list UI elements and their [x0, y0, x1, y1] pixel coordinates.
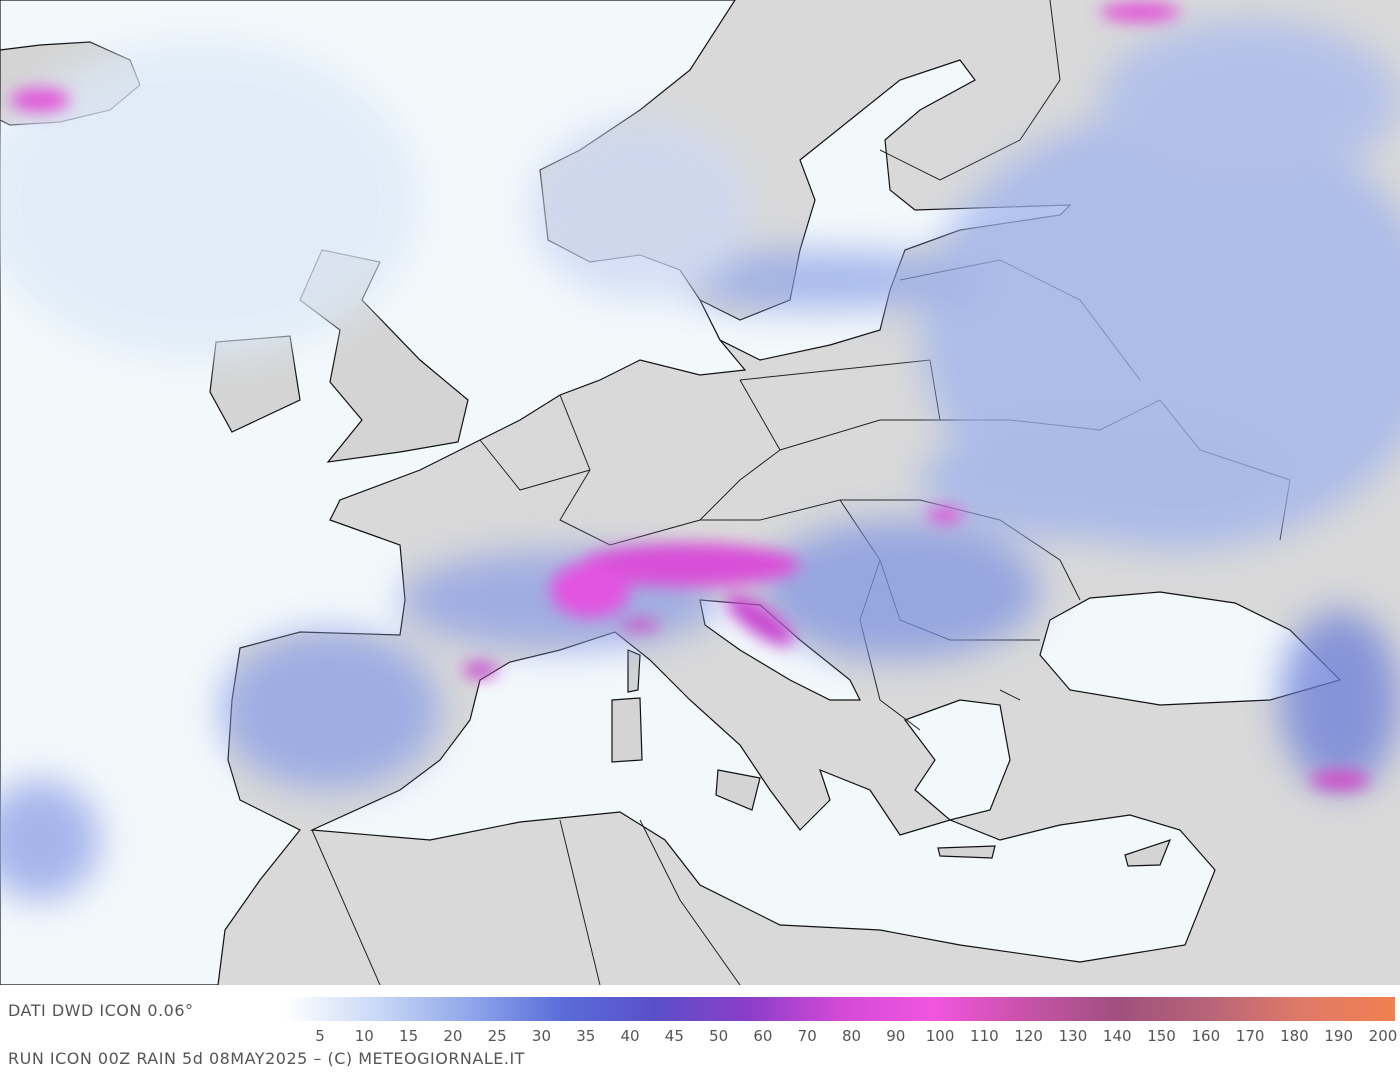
legend-tick-label: 120 — [1014, 1027, 1043, 1045]
map-area — [0, 0, 1400, 985]
corsica — [627, 649, 641, 693]
legend-tick-label: 170 — [1236, 1027, 1265, 1045]
precipitation-light — [0, 20, 1400, 900]
legend-tick-label: 130 — [1059, 1027, 1088, 1045]
legend-tick-label: 110 — [970, 1027, 999, 1045]
legend-color-bar — [285, 997, 1395, 1021]
crete — [937, 845, 996, 859]
legend-tick-label: 10 — [355, 1027, 374, 1045]
aegean-sea — [904, 699, 1011, 821]
legend-tick-label: 35 — [576, 1027, 595, 1045]
legend-tick-label: 100 — [926, 1027, 955, 1045]
black-sea — [1039, 591, 1342, 706]
cyprus — [1124, 839, 1172, 867]
legend-tick-label: 160 — [1192, 1027, 1221, 1045]
baltic-sea — [698, 59, 1072, 361]
legend-tick-label: 80 — [842, 1027, 861, 1045]
legend-tick-label: 5 — [315, 1027, 325, 1045]
precipitation-heavy — [10, 2, 1370, 790]
legend-tick-label: 150 — [1147, 1027, 1176, 1045]
legend-tick-label: 140 — [1103, 1027, 1132, 1045]
legend-tick-label: 190 — [1324, 1027, 1353, 1045]
legend-tick-label: 15 — [399, 1027, 418, 1045]
sardinia — [611, 697, 643, 763]
legend-tick-label: 30 — [532, 1027, 551, 1045]
mediterranean-sea — [309, 631, 1216, 963]
legend-tick-label: 180 — [1280, 1027, 1309, 1045]
legend-tick-label: 50 — [709, 1027, 728, 1045]
run-caption: RUN ICON 00Z RAIN 5d 08MAY2025 – (C) MET… — [8, 1049, 525, 1068]
legend-tick-label: 200 — [1369, 1027, 1398, 1045]
sicily — [715, 769, 761, 811]
legend-tick-label: 20 — [443, 1027, 462, 1045]
legend-tick-label: 70 — [798, 1027, 817, 1045]
legend: 5 10 15 20 25 30 35 40 45 50 60 70 80 90 100 110 120 130 1… — [285, 997, 1397, 1045]
legend-tick-label: 90 — [886, 1027, 905, 1045]
data-credit: DATI DWD ICON 0.06° — [8, 1001, 194, 1020]
legend-tick-label: 60 — [753, 1027, 772, 1045]
legend-tick-label: 45 — [665, 1027, 684, 1045]
legend-tick-label: 40 — [620, 1027, 639, 1045]
legend-tick-label: 25 — [488, 1027, 507, 1045]
